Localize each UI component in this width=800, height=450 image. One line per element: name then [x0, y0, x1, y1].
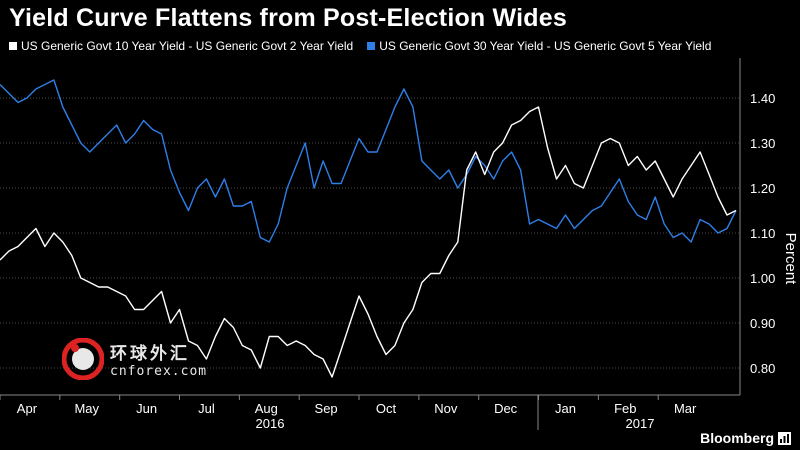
x-tick-label: Dec	[494, 401, 518, 416]
x-tick-label: Oct	[376, 401, 397, 416]
brand-name: Bloomberg	[700, 430, 774, 446]
y-tick-label: 1.20	[750, 181, 775, 196]
y-tick-label: 1.30	[750, 136, 775, 151]
year-label: 2017	[626, 416, 655, 431]
legend-label-spread-30y-5y: US Generic Govt 30 Year Yield - US Gener…	[379, 39, 712, 53]
x-tick-label: Jan	[555, 401, 576, 416]
x-tick-label: Mar	[674, 401, 697, 416]
legend-label-spread-10y-2y: US Generic Govt 10 Year Yield - US Gener…	[21, 39, 354, 53]
bloomberg-chart-icon	[778, 431, 791, 445]
legend-entry-spread-10y-2y: US Generic Govt 10 Year Yield - US Gener…	[9, 39, 353, 53]
x-tick-label: Jul	[198, 401, 215, 416]
watermark-chinese-text: 环球外汇	[110, 344, 190, 364]
x-tick-label: Aug	[255, 401, 278, 416]
legend-swatch-white	[9, 42, 17, 50]
x-tick-label: Sep	[315, 401, 338, 416]
y-tick-label: 0.90	[750, 316, 775, 331]
series-line-spread-30y-5y	[0, 79, 737, 243]
y-tick-label: 1.10	[750, 226, 775, 241]
watermark: 环球外汇 cnforex.com	[62, 338, 207, 380]
year-label: 2016	[256, 416, 285, 431]
x-tick-label: Nov	[434, 401, 458, 416]
legend: US Generic Govt 10 Year Yield - US Gener…	[9, 39, 725, 53]
watermark-site-text: cnforex.com	[110, 364, 208, 379]
legend-entry-spread-30y-5y: US Generic Govt 30 Year Yield - US Gener…	[367, 39, 711, 53]
chart-title: Yield Curve Flattens from Post-Election …	[9, 4, 567, 32]
x-tick-label: Apr	[17, 401, 38, 416]
x-tick-label: May	[74, 401, 99, 416]
cnforex-logo-icon	[62, 338, 104, 380]
y-tick-label: 0.80	[750, 361, 775, 376]
x-tick-label: Jun	[136, 401, 157, 416]
y-axis-label: Percent	[782, 233, 799, 286]
x-tick-label: Feb	[614, 401, 636, 416]
y-tick-label: 1.00	[750, 271, 775, 286]
series-line-spread-10y-2y	[0, 106, 737, 378]
y-tick-label: 1.40	[750, 91, 775, 106]
legend-swatch-blue	[367, 42, 376, 50]
footer: Bloomberg	[700, 430, 791, 446]
